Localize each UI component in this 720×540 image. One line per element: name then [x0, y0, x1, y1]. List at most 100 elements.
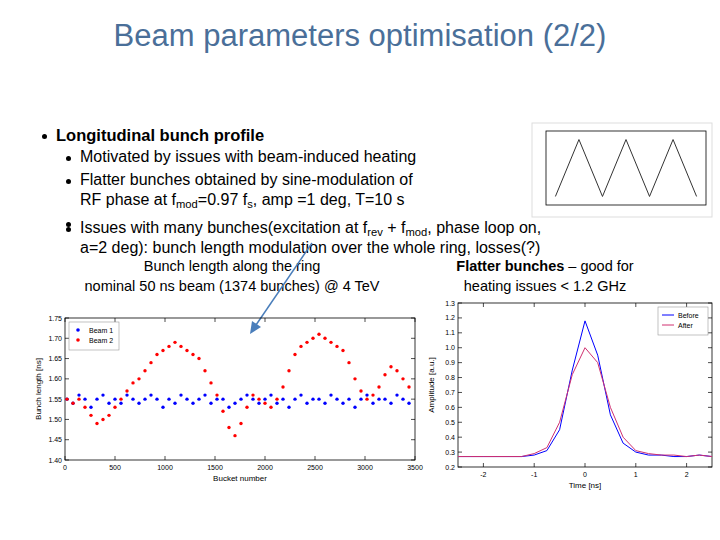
- scatter-point: [113, 406, 116, 409]
- scatter-point: [89, 414, 92, 417]
- y-tick: [65, 378, 69, 379]
- y-tick: [65, 419, 69, 420]
- scatter-point: [317, 397, 320, 400]
- scatter-point: [257, 397, 260, 400]
- scatter-point: [323, 337, 326, 340]
- data-line: [555, 140, 696, 197]
- chart: -2-10120.20.30.40.50.60.70.80.91.01.11.2…: [427, 300, 712, 491]
- scatter-point: [191, 402, 194, 405]
- x-tick-label: -2: [480, 471, 486, 478]
- legend-label: Beam 2: [89, 337, 113, 344]
- text-segment: , amp =1 deg, T=10 s: [253, 191, 405, 208]
- legend-marker: [76, 328, 80, 332]
- scatter-point: [65, 397, 68, 400]
- scatter-point: [389, 365, 392, 368]
- y-tick-label: 0.5: [445, 419, 455, 426]
- y-tick-right: [708, 303, 712, 304]
- scatter-point: [347, 361, 350, 364]
- x-tick-top: [534, 303, 535, 307]
- scatter-point: [119, 402, 122, 405]
- chart-layer: 05001000150020002500300035001.401.451.50…: [0, 0, 720, 540]
- y-tick: [458, 467, 462, 468]
- scatter-point: [263, 402, 266, 405]
- scatter-point: [179, 393, 182, 396]
- scatter-point: [185, 397, 188, 400]
- scatter-point: [341, 402, 344, 405]
- scatter-point: [311, 397, 314, 400]
- scatter-point: [107, 414, 110, 417]
- scatter-point: [119, 397, 122, 400]
- x-tick: [585, 463, 586, 467]
- legend-label: Before: [678, 312, 699, 319]
- scatter-point: [83, 406, 86, 409]
- y-axis-label: Bunch length [ns]: [34, 358, 43, 420]
- x-tick-top: [585, 303, 586, 307]
- scatter-point: [257, 402, 260, 405]
- data-group: [555, 140, 696, 197]
- x-tick: [165, 456, 166, 460]
- text-segment: , phase loop on,: [427, 219, 541, 236]
- scatter-point: [149, 393, 152, 396]
- scatter-point: [209, 402, 212, 405]
- scatter-point: [101, 418, 104, 421]
- y-tick-label: 0.2: [445, 464, 455, 471]
- y-tick-label: 1.40: [48, 457, 62, 464]
- pointer-arrow: [256, 243, 312, 325]
- scatter-point: [287, 406, 290, 409]
- bullet-dot: [66, 179, 71, 184]
- scatter-point: [203, 393, 206, 396]
- y-tick-right: [708, 452, 712, 453]
- scatter-point: [143, 397, 146, 400]
- x-tick-label: 0: [583, 471, 587, 478]
- y-tick-right: [411, 338, 415, 339]
- scatter-point: [83, 397, 86, 400]
- data-line: [458, 321, 712, 457]
- scatter-point: [113, 397, 116, 400]
- scatter-point: [65, 397, 68, 400]
- y-tick-label: 0.7: [445, 389, 455, 396]
- scatter-point: [329, 393, 332, 396]
- legend-line: [662, 325, 674, 326]
- chart-caption: heating issues < 1.2 GHz: [365, 278, 720, 294]
- x-axis-label: Time [ns]: [569, 481, 602, 490]
- sub-bullet-line: Motivated by issues with beam-induced he…: [80, 148, 416, 166]
- chart-caption: Bunch length along the ring: [52, 258, 412, 274]
- legend-line: [662, 315, 674, 316]
- x-tick: [115, 456, 116, 460]
- text-segment: mod: [176, 198, 198, 210]
- y-tick-right: [708, 407, 712, 408]
- y-axis-label: Amplitude [a.u.]: [427, 357, 436, 413]
- scatter-point: [329, 341, 332, 344]
- x-tick-top: [115, 318, 116, 322]
- y-tick-right: [708, 362, 712, 363]
- scatter-point: [353, 406, 356, 409]
- y-tick: [458, 452, 462, 453]
- x-tick-label: 1500: [207, 464, 223, 471]
- y-tick-right: [708, 347, 712, 348]
- bullet-dot: [66, 156, 71, 161]
- text-segment: nominal 50 ns beam (1374 bunches) @ 4 Te…: [85, 278, 380, 294]
- scatter-point: [401, 377, 404, 380]
- x-tick: [686, 463, 687, 467]
- scatter-point: [281, 397, 284, 400]
- y-tick-label: 0.9: [445, 359, 455, 366]
- scatter-point: [107, 402, 110, 405]
- y-tick-label: 0.3: [445, 449, 455, 456]
- scatter-point: [353, 377, 356, 380]
- y-tick: [65, 358, 69, 359]
- y-tick-right: [708, 437, 712, 438]
- scatter-point: [155, 353, 158, 356]
- slide-title: Beam parameters optimisation (2/2): [0, 18, 720, 54]
- data-line: [458, 348, 712, 457]
- scatter-point: [377, 385, 380, 388]
- scatter-point: [95, 422, 98, 425]
- scatter-point: [239, 397, 242, 400]
- x-tick-top: [635, 303, 636, 307]
- y-tick-right: [708, 332, 712, 333]
- y-tick: [458, 422, 462, 423]
- scatter-point: [221, 410, 224, 413]
- scatter-point: [71, 402, 74, 405]
- text-segment: heating issues < 1.2 GHz: [464, 278, 626, 294]
- scatter-point: [275, 402, 278, 405]
- scatter-point: [311, 337, 314, 340]
